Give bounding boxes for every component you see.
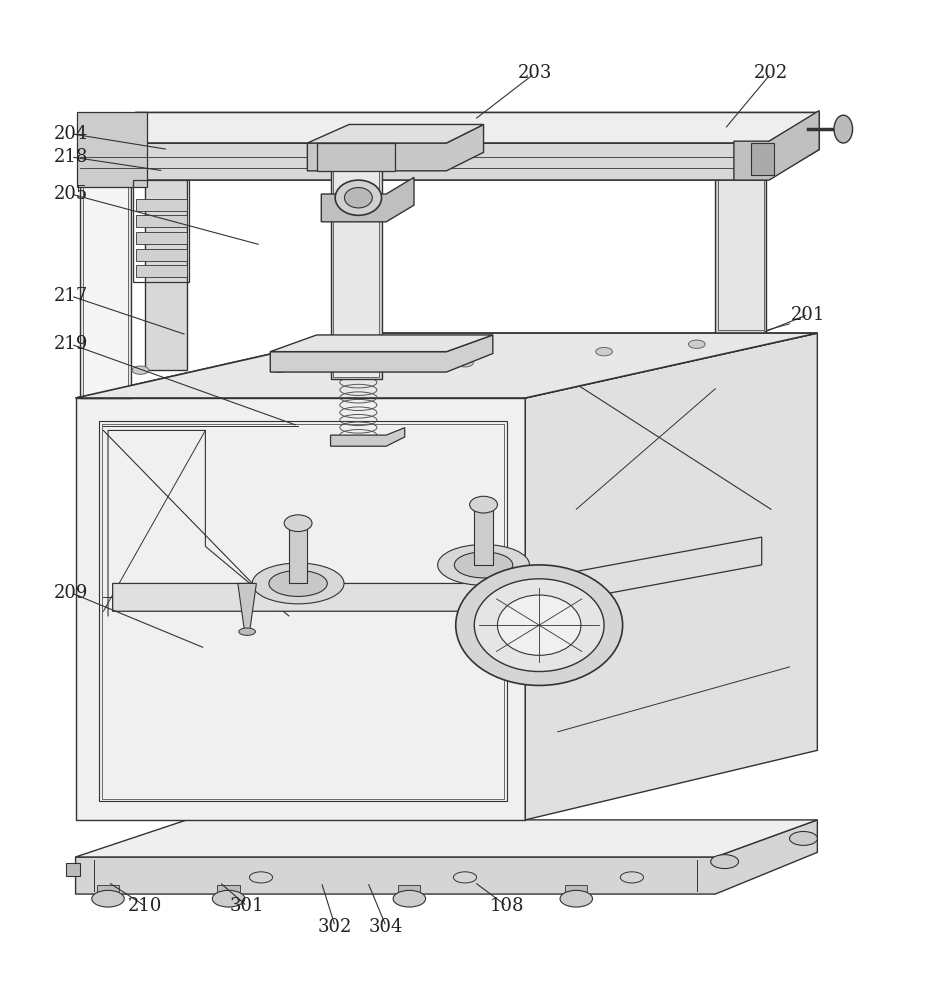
Text: 301: 301 xyxy=(230,897,264,915)
Ellipse shape xyxy=(455,552,512,578)
Ellipse shape xyxy=(456,565,622,685)
Bar xyxy=(718,123,764,330)
Polygon shape xyxy=(271,335,493,352)
Ellipse shape xyxy=(212,890,245,907)
Bar xyxy=(97,885,119,903)
Text: 302: 302 xyxy=(318,918,352,936)
Bar xyxy=(316,143,395,171)
Bar xyxy=(333,164,379,377)
Ellipse shape xyxy=(688,340,705,348)
Ellipse shape xyxy=(560,890,592,907)
Ellipse shape xyxy=(457,359,473,367)
Ellipse shape xyxy=(239,628,256,635)
Ellipse shape xyxy=(711,855,738,869)
Ellipse shape xyxy=(498,595,581,655)
Polygon shape xyxy=(271,335,493,372)
Bar xyxy=(751,143,774,175)
Ellipse shape xyxy=(474,579,604,672)
Text: 204: 204 xyxy=(54,125,88,143)
Bar xyxy=(80,175,131,398)
Text: 219: 219 xyxy=(54,335,88,353)
Bar xyxy=(565,885,588,903)
Bar xyxy=(99,421,507,801)
Ellipse shape xyxy=(252,563,344,604)
Text: 209: 209 xyxy=(54,584,88,602)
Bar xyxy=(136,215,187,227)
Bar xyxy=(715,120,766,333)
Ellipse shape xyxy=(834,115,853,143)
Text: 201: 201 xyxy=(790,306,825,324)
Text: 203: 203 xyxy=(517,64,551,82)
Polygon shape xyxy=(525,333,817,820)
Bar xyxy=(145,157,187,370)
Bar xyxy=(289,523,308,583)
Bar xyxy=(136,199,187,211)
Ellipse shape xyxy=(272,364,288,373)
Polygon shape xyxy=(75,820,817,857)
Polygon shape xyxy=(113,537,762,611)
Text: 108: 108 xyxy=(489,897,524,915)
Bar xyxy=(101,424,504,799)
Polygon shape xyxy=(75,333,817,398)
Bar xyxy=(398,885,420,903)
Text: 205: 205 xyxy=(54,185,88,203)
Bar xyxy=(136,249,187,261)
Polygon shape xyxy=(75,333,817,398)
Text: 304: 304 xyxy=(369,918,404,936)
Polygon shape xyxy=(66,863,80,876)
Bar xyxy=(136,265,187,277)
Polygon shape xyxy=(75,398,525,820)
Bar xyxy=(136,232,187,244)
Text: 210: 210 xyxy=(128,897,163,915)
Bar xyxy=(330,162,381,379)
Polygon shape xyxy=(308,124,484,171)
Polygon shape xyxy=(330,428,405,446)
Ellipse shape xyxy=(269,570,327,596)
Polygon shape xyxy=(75,820,817,894)
Ellipse shape xyxy=(470,496,498,513)
Bar xyxy=(218,885,240,903)
Text: 202: 202 xyxy=(754,64,788,82)
Ellipse shape xyxy=(393,890,426,907)
Polygon shape xyxy=(80,112,819,143)
Ellipse shape xyxy=(596,347,613,356)
Bar xyxy=(474,505,493,565)
Bar xyxy=(83,178,128,395)
Bar xyxy=(133,180,189,282)
Ellipse shape xyxy=(132,366,149,374)
Ellipse shape xyxy=(335,180,381,215)
Ellipse shape xyxy=(438,545,529,585)
Ellipse shape xyxy=(790,831,817,845)
Polygon shape xyxy=(80,112,819,180)
Bar xyxy=(77,112,147,187)
Polygon shape xyxy=(238,583,257,630)
Polygon shape xyxy=(308,124,484,143)
Ellipse shape xyxy=(92,890,125,907)
Polygon shape xyxy=(734,111,819,180)
Polygon shape xyxy=(321,177,414,222)
Text: 218: 218 xyxy=(54,148,88,166)
Ellipse shape xyxy=(344,188,372,208)
Text: 217: 217 xyxy=(54,287,88,305)
Ellipse shape xyxy=(285,515,312,532)
